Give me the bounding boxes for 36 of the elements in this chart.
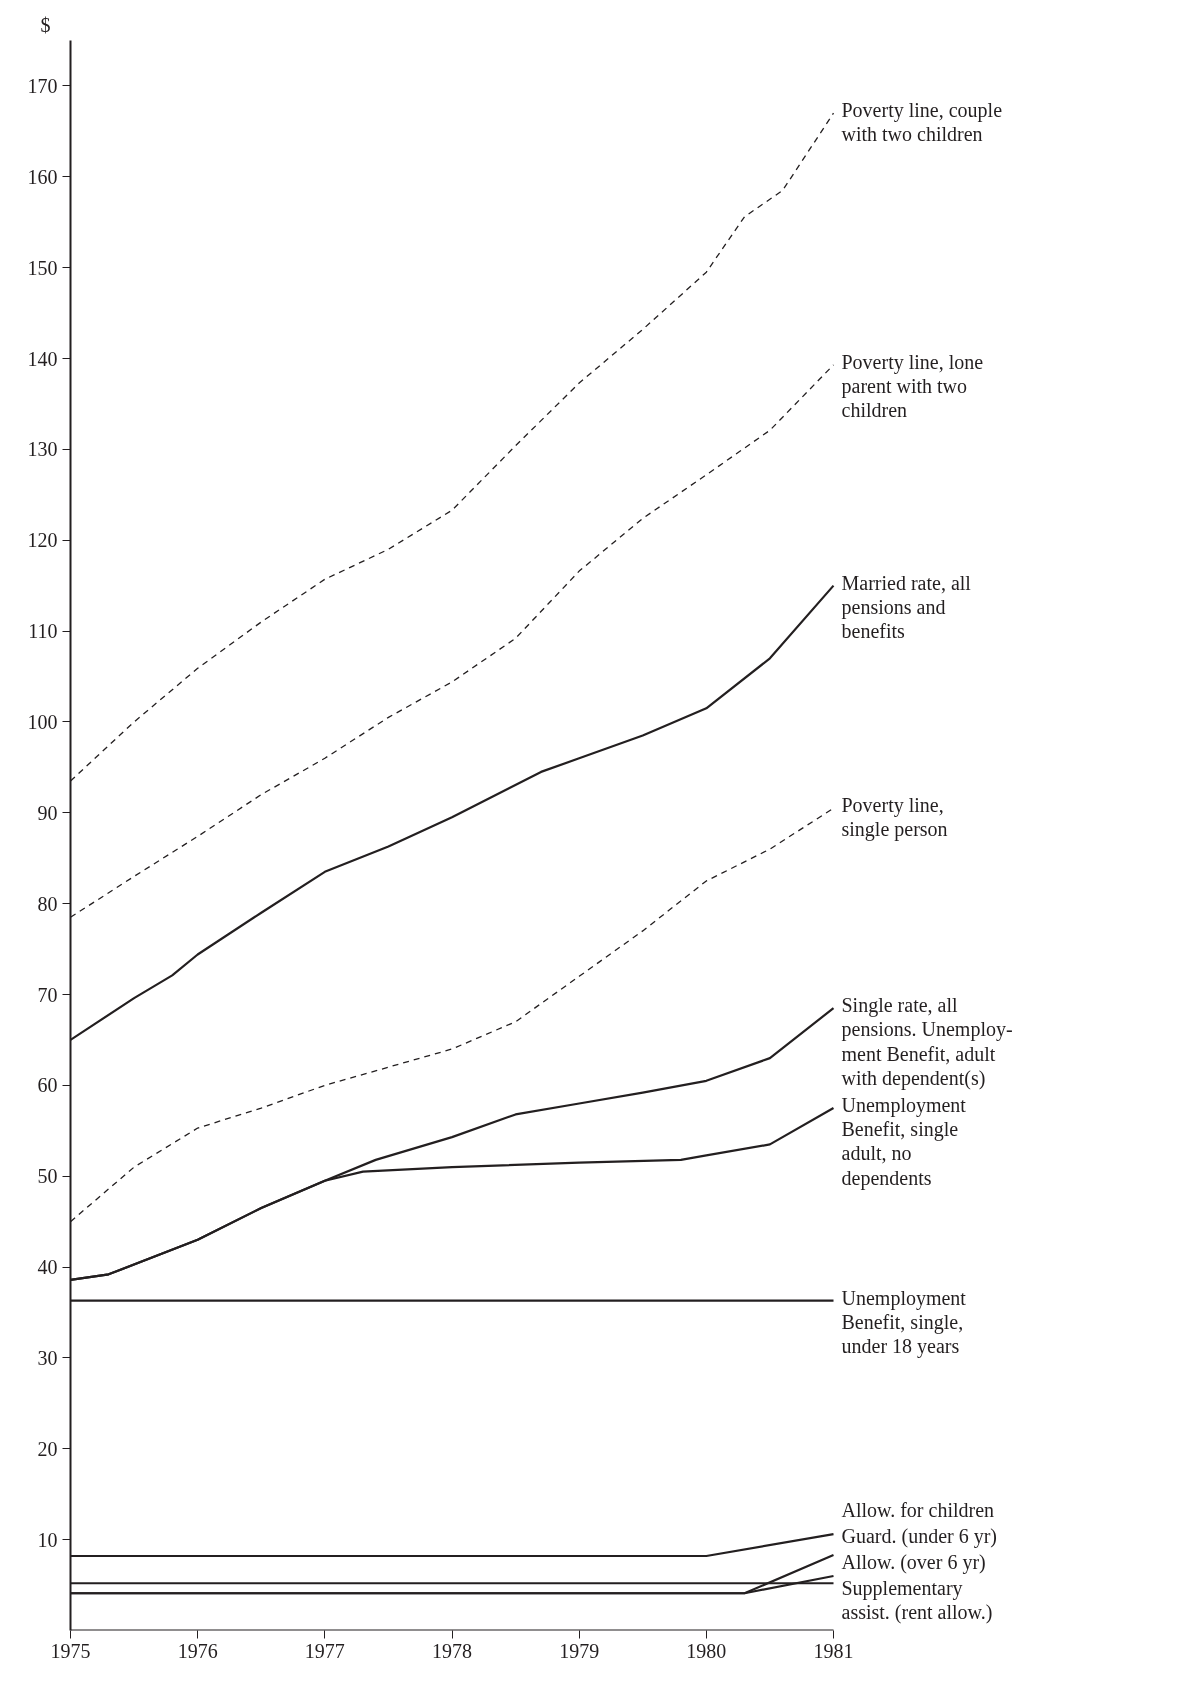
series-label: Unemployment Benefit, single adult, no dependents: [841, 1094, 967, 1190]
series-label: Unemployment Benefit, single, under 18 years: [841, 1286, 967, 1359]
y-tick-label: 100: [27, 710, 58, 733]
y-tick-label: 20: [37, 1437, 58, 1460]
y-tick-label: 90: [37, 801, 58, 824]
y-tick-label: 160: [27, 165, 58, 188]
y-tick-label: 140: [27, 347, 58, 370]
series-label: Married rate, all pensions and benefits: [841, 571, 972, 643]
x-tick-label: 1978: [432, 1639, 472, 1662]
series-label: Guard. (under 6 yr): [841, 1524, 997, 1548]
y-tick-label: 170: [27, 74, 58, 97]
series-label: Poverty line, single person: [841, 794, 948, 842]
text: Allow. for children: [841, 1498, 995, 1521]
y-tick-label: 60: [37, 1074, 58, 1097]
y-tick-label: 80: [37, 892, 58, 915]
y-axis-title: $: [40, 13, 51, 36]
y-tick-label: 120: [27, 529, 58, 552]
series-label: Single rate, all pensions. Unemploy- ment Benefit, adult with dependent(s): [841, 994, 1013, 1090]
series-label: Poverty line, couple with two children: [841, 99, 1003, 146]
y-tick-label: 130: [27, 438, 58, 461]
x-tick-label: 1977: [304, 1639, 345, 1662]
y-tick-label: 50: [37, 1165, 58, 1188]
y-tick-label: 150: [27, 256, 58, 279]
y-tick-label: 10: [37, 1528, 58, 1551]
series-label: Allow. (over 6 yr): [841, 1550, 986, 1574]
series-label: Supplementary assist. (rent allow.): [841, 1576, 993, 1624]
x-tick-label: 1976: [177, 1639, 218, 1662]
x-tick-label: 1980: [686, 1639, 727, 1662]
series-label: Poverty line, lone parent with two children: [841, 350, 984, 422]
y-tick-label: 110: [28, 620, 58, 643]
y-tick-label: 70: [37, 983, 58, 1006]
x-tick-label: 1979: [559, 1639, 600, 1662]
y-tick-label: 40: [37, 1256, 58, 1279]
y-tick-label: 30: [37, 1346, 58, 1369]
x-tick-label: 1975: [50, 1639, 91, 1662]
x-tick-label: 1981: [813, 1639, 854, 1662]
